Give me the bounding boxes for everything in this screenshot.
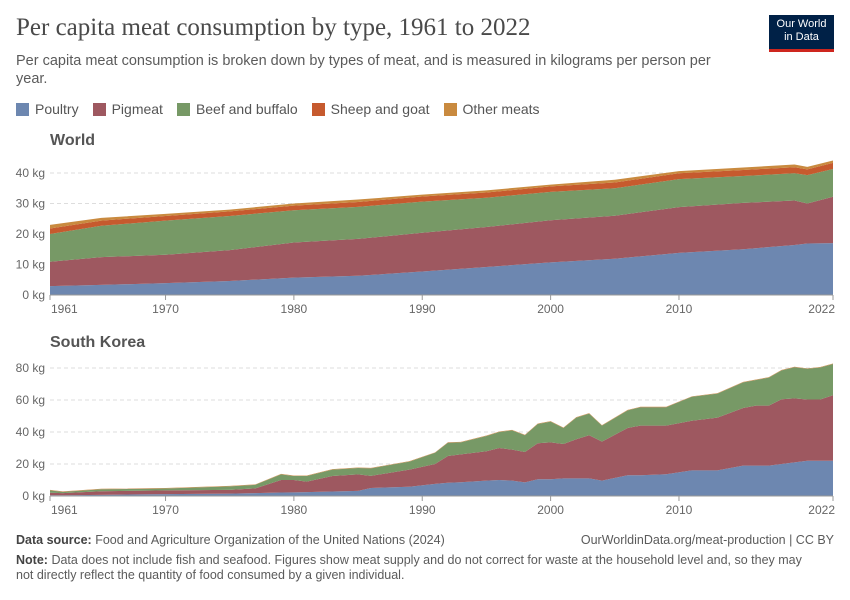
legend: Poultry Pigmeat Beef and buffalo Sheep and … bbox=[16, 101, 540, 117]
chart-subtitle: Per capita meat consumption is broken do… bbox=[16, 53, 711, 87]
legend-item[interactable]: Other meats bbox=[443, 101, 540, 117]
area-poultry[interactable] bbox=[50, 460, 833, 496]
note-text: Data does not include fish and seafood. … bbox=[16, 553, 802, 582]
y-tick-label: 20 kg bbox=[16, 227, 45, 241]
legend-swatch bbox=[443, 102, 457, 116]
y-tick-label: 30 kg bbox=[16, 197, 45, 211]
y-tick-label: 0 kg bbox=[22, 288, 45, 302]
x-tick-label: 1970 bbox=[152, 503, 179, 517]
legend-label: Pigmeat bbox=[111, 101, 163, 117]
area-poultry[interactable] bbox=[50, 243, 833, 295]
legend-swatch bbox=[311, 102, 325, 116]
area-pigmeat[interactable] bbox=[50, 196, 833, 287]
y-tick-label: 40 kg bbox=[16, 166, 45, 180]
area-other-meats[interactable] bbox=[50, 160, 833, 229]
y-tick-label: 80 kg bbox=[16, 361, 45, 375]
area-sheep-and-goat[interactable] bbox=[50, 162, 833, 234]
x-tick-label: 1961 bbox=[51, 503, 78, 517]
x-tick-label: 2000 bbox=[537, 302, 564, 316]
x-tick-label: 1990 bbox=[409, 302, 436, 316]
x-tick-label: 1980 bbox=[281, 302, 308, 316]
legend-label: Other meats bbox=[462, 101, 540, 117]
x-tick-label: 1961 bbox=[51, 302, 78, 316]
legend-swatch bbox=[92, 102, 106, 116]
legend-item[interactable]: Pigmeat bbox=[92, 101, 163, 117]
x-tick-label: 1980 bbox=[281, 503, 308, 517]
legend-label: Beef and buffalo bbox=[195, 101, 298, 117]
legend-swatch bbox=[16, 102, 29, 116]
y-tick-label: 10 kg bbox=[16, 258, 45, 272]
x-tick-label: 2010 bbox=[666, 302, 693, 316]
legend-label: Sheep and goat bbox=[330, 101, 430, 117]
panel-title: World bbox=[50, 132, 95, 149]
source-line: Data source: Food and Agriculture Organi… bbox=[16, 533, 445, 548]
x-tick-label: 2022 bbox=[808, 302, 835, 316]
area-pigmeat[interactable] bbox=[50, 395, 833, 496]
x-tick-label: 1970 bbox=[152, 302, 179, 316]
y-tick-label: 0 kg bbox=[22, 489, 45, 503]
source-url[interactable]: OurWorldinData.org/meat-production | CC … bbox=[580, 533, 834, 547]
y-tick-label: 60 kg bbox=[16, 393, 45, 407]
area-beef-and-buffalo[interactable] bbox=[50, 169, 833, 262]
y-tick-label: 40 kg bbox=[16, 425, 45, 439]
owid-logo[interactable]: Our World in Data bbox=[769, 15, 834, 52]
legend-item[interactable]: Beef and buffalo bbox=[176, 101, 298, 117]
legend-item[interactable]: Poultry bbox=[16, 101, 79, 117]
x-tick-label: 1990 bbox=[409, 503, 436, 517]
panel-title: South Korea bbox=[50, 334, 145, 351]
x-tick-label: 2000 bbox=[537, 503, 564, 517]
chart-title: Per capita meat consumption by type, 196… bbox=[16, 14, 531, 41]
y-tick-label: 20 kg bbox=[16, 457, 45, 471]
legend-item[interactable]: Sheep and goat bbox=[311, 101, 430, 117]
note: Note: Data does not include fish and sea… bbox=[16, 553, 806, 583]
legend-swatch bbox=[176, 102, 190, 116]
note-label: Note: bbox=[16, 553, 48, 567]
legend-label: Poultry bbox=[35, 101, 79, 117]
x-tick-label: 2010 bbox=[666, 503, 693, 517]
source-label: Data source: bbox=[16, 533, 92, 547]
x-tick-label: 2022 bbox=[808, 503, 835, 517]
source-text: Food and Agriculture Organization of the… bbox=[95, 533, 445, 547]
